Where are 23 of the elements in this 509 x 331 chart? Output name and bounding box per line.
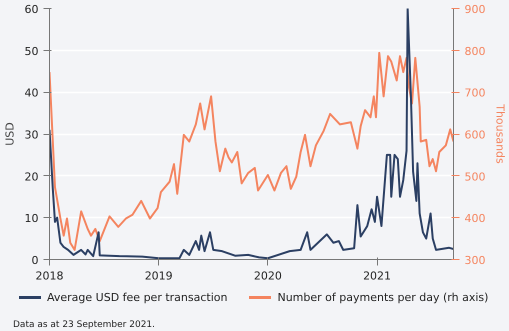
x-tick-label: 2019: [144, 270, 173, 282]
x-tick-label: 2018: [36, 270, 64, 282]
legend-item: Number of payments per day (rh axis): [249, 290, 488, 306]
y2-tick-label: 600: [464, 128, 486, 142]
y-axis-title: USD: [4, 122, 17, 146]
y2-tick-label: 700: [464, 86, 486, 100]
y-tick-label: 60: [24, 3, 39, 16]
y2-tick-label: 900: [464, 3, 486, 16]
x-tick-label: 2020: [254, 270, 282, 282]
y-tick-label: 40: [24, 86, 39, 100]
y2-tick-label: 300: [464, 254, 486, 267]
y-tick-label: 30: [24, 128, 39, 142]
y-tick-label: 0: [32, 254, 38, 267]
y2-tick-label: 500: [464, 170, 486, 184]
y-tick-label: 20: [24, 170, 39, 184]
y-tick-label: 50: [24, 44, 39, 58]
legend-item: Average USD fee per transaction: [19, 290, 228, 306]
y-tick-label: 10: [24, 212, 39, 226]
text: Data as at 23 September 2021.: [12, 319, 156, 331]
y2-axis-title: Thousands: [493, 103, 506, 164]
y2-tick-label: 400: [464, 212, 486, 226]
x-tick-label: 2021: [363, 270, 392, 282]
y2-tick-label: 800: [464, 44, 486, 58]
